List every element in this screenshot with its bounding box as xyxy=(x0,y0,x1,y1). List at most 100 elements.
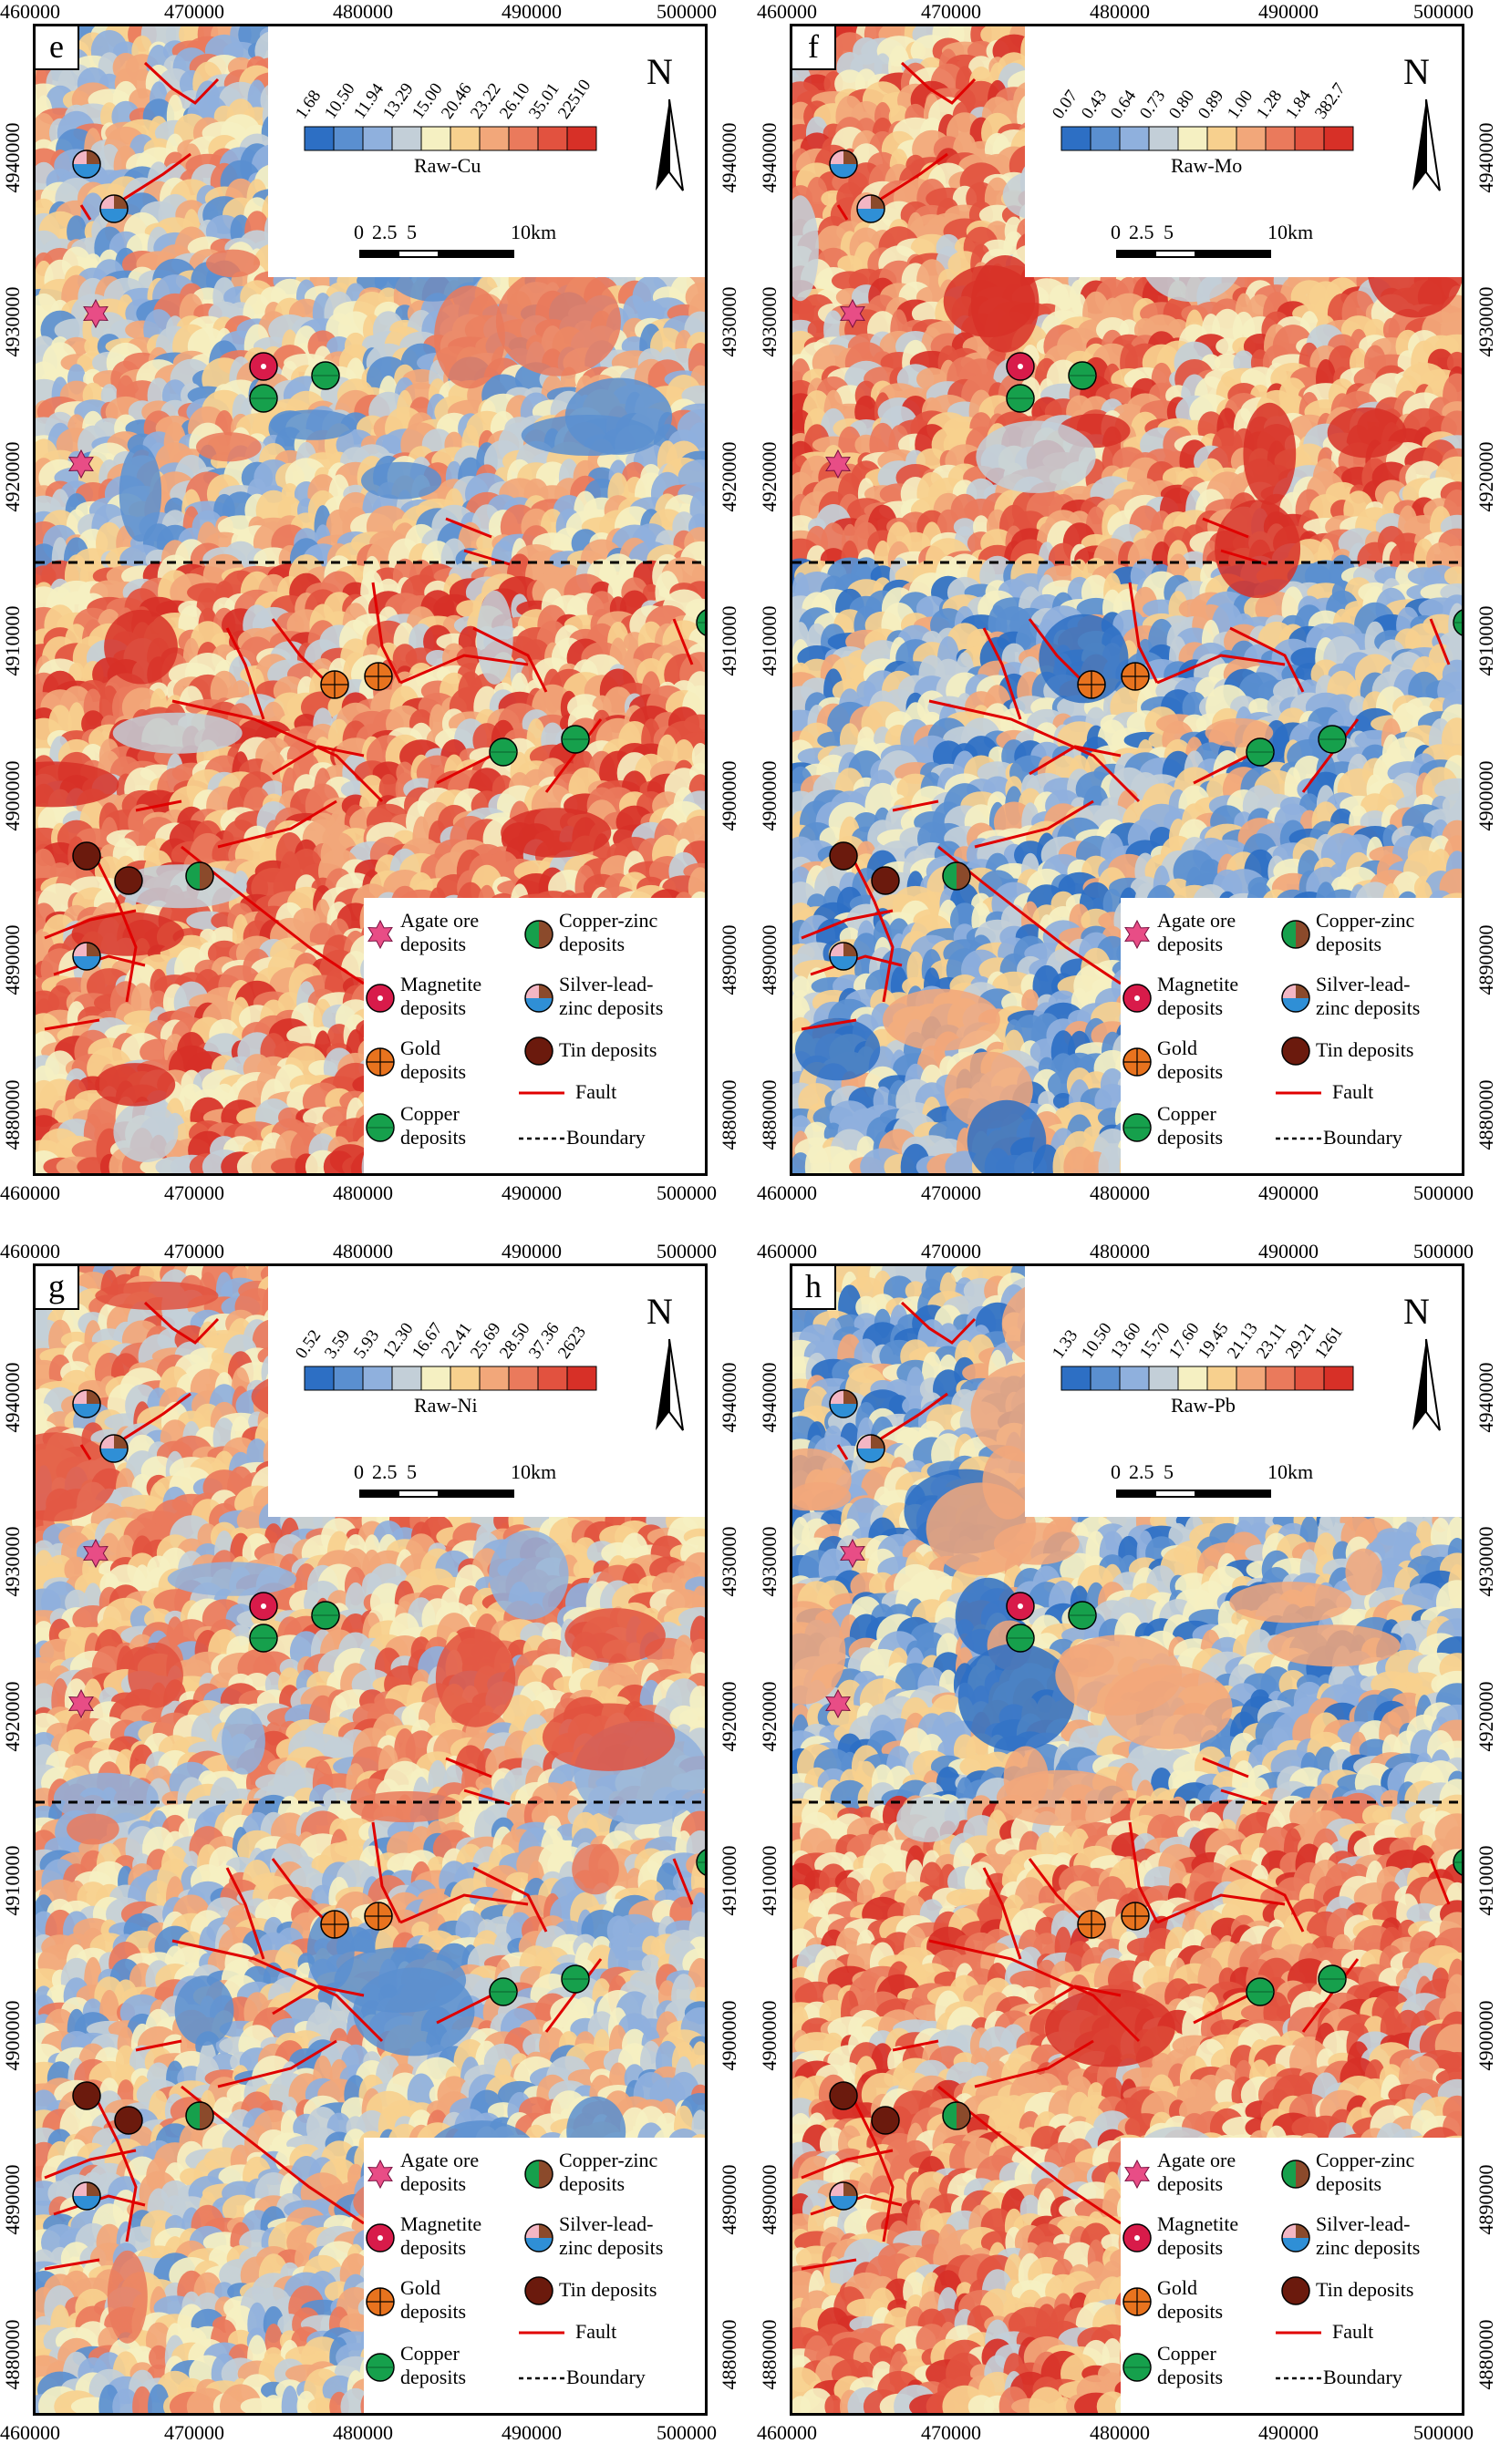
legend-line: zinc deposits xyxy=(1316,2236,1421,2259)
fault-line xyxy=(271,1858,329,1924)
legend-line: deposits xyxy=(1157,933,1224,955)
y-tick-right: 4880000 xyxy=(718,1079,740,1150)
legend-copper-label: Copper deposits xyxy=(400,2342,466,2389)
copper-deposit-marker xyxy=(1122,2353,1152,2382)
y-tick-right: 4900000 xyxy=(1474,2000,1497,2071)
legend-line: deposits xyxy=(400,2366,467,2388)
legend-boundary-label: Boundary xyxy=(1323,2366,1402,2388)
legend-line: deposits xyxy=(559,2172,626,2195)
y-tick-right: 4880000 xyxy=(1474,1079,1497,1150)
agate-deposit-marker xyxy=(825,448,851,479)
copper-deposit-marker xyxy=(561,725,590,754)
legend-line: Silver-lead- xyxy=(1316,973,1411,995)
fault-line xyxy=(544,718,603,793)
agate-deposit-marker xyxy=(825,1688,851,1719)
cuzn-deposit-marker xyxy=(1281,2160,1310,2189)
x-tick-bottom: 500000 xyxy=(1413,1181,1474,1204)
y-tick-left: 4920000 xyxy=(1,1681,24,1752)
fault-line xyxy=(79,204,92,221)
legend-line: Copper xyxy=(1157,1102,1216,1125)
y-tick-right: 4890000 xyxy=(718,2164,740,2235)
y-tick-left: 4900000 xyxy=(1,2000,24,2071)
x-tick-bottom: 490000 xyxy=(502,1181,562,1204)
tin-deposit-marker xyxy=(829,2081,858,2110)
y-tick-right: 4880000 xyxy=(1474,2319,1497,2390)
scale-tick: 2.5 xyxy=(1129,1460,1154,1483)
legend-line: Copper xyxy=(1157,2342,1216,2365)
fault-line xyxy=(135,2039,182,2052)
magnetite-deposit-marker xyxy=(1122,2223,1152,2253)
y-tick-right: 4900000 xyxy=(1474,760,1497,831)
colorbar-swatch xyxy=(1177,126,1208,151)
fault-line xyxy=(225,627,265,720)
scale-tick: 5 xyxy=(407,1460,417,1483)
fault-line xyxy=(1128,582,1159,684)
silver-deposit-marker xyxy=(72,2181,101,2211)
x-tick-top: 500000 xyxy=(1413,1240,1474,1263)
x-tick-bottom: 490000 xyxy=(502,2421,562,2444)
north-label: N xyxy=(1403,51,1430,92)
x-tick-bottom: 500000 xyxy=(657,1181,717,1204)
legend-line: deposits xyxy=(400,2300,467,2323)
copper-deposit-marker xyxy=(1006,384,1035,413)
copper-deposit-marker xyxy=(1122,1113,1152,1142)
silver-deposit-marker xyxy=(856,194,885,223)
legend-line: deposits xyxy=(1157,2236,1224,2259)
legend-line: deposits xyxy=(1316,2172,1382,2195)
x-tick-bottom: 460000 xyxy=(757,2421,817,2444)
legend-gold-label: Gold deposits xyxy=(1157,2276,1223,2324)
north-label: N xyxy=(647,51,673,92)
legend-line: Copper-zinc xyxy=(1316,909,1415,932)
copper-deposit-marker xyxy=(1453,1849,1462,1876)
copper-deposit-marker xyxy=(311,1601,340,1630)
x-tick-bottom: 460000 xyxy=(0,1181,60,1204)
fault-line xyxy=(1028,1858,1086,1924)
legend-line: Copper xyxy=(400,2342,460,2365)
y-tick-left: 4910000 xyxy=(1,1845,24,1916)
colorbar-swatch xyxy=(1323,1366,1354,1391)
fault-line xyxy=(1156,1893,1286,1924)
colorbar-swatch xyxy=(1265,1366,1296,1391)
agate-deposit-marker xyxy=(1124,919,1150,950)
gold-deposit-marker xyxy=(1122,2287,1152,2316)
x-tick-bottom: 470000 xyxy=(921,1181,981,1204)
map-area: e 1.68 10.50 11.94 13.29 15.00 20.46 23.22 26.10… xyxy=(33,24,708,1176)
legend-gold-label: Gold deposits xyxy=(1157,1036,1223,1084)
gold-deposit-marker xyxy=(1121,662,1150,691)
fault-line xyxy=(974,799,1094,849)
x-tick-top: 460000 xyxy=(0,0,60,23)
y-tick-right: 4930000 xyxy=(718,1526,740,1597)
tin-deposit-marker xyxy=(72,2081,101,2110)
y-tick-left: 4920000 xyxy=(1,441,24,512)
legend-magnetite-label: Magnetite deposits xyxy=(1157,973,1238,1020)
colorbar-swatch xyxy=(1090,1366,1121,1391)
legend-line: Gold xyxy=(1157,1036,1197,1059)
legend-line: deposits xyxy=(400,1126,467,1149)
legend-copper-label: Copper deposits xyxy=(1157,1102,1223,1150)
legend-agate-label: Agate ore deposits xyxy=(400,2149,479,2196)
x-tick-bottom: 470000 xyxy=(164,2421,224,2444)
colorbar-swatch xyxy=(1236,126,1267,151)
y-tick-right: 4940000 xyxy=(718,122,740,193)
x-tick-bottom: 480000 xyxy=(333,2421,393,2444)
fault-line xyxy=(1229,1866,1305,1933)
copper-deposit-marker xyxy=(249,1624,278,1653)
x-tick-top: 490000 xyxy=(1258,1240,1319,1263)
x-tick-top: 480000 xyxy=(1090,1240,1150,1263)
x-tick-bottom: 480000 xyxy=(333,1181,393,1204)
colorbar-legend: 1.68 10.50 11.94 13.29 15.00 20.46 23.22 26.10 3… xyxy=(268,26,705,277)
copper-deposit-marker xyxy=(489,737,518,767)
x-tick-top: 470000 xyxy=(164,0,224,23)
fault-line xyxy=(371,1821,402,1923)
y-tick-left: 4940000 xyxy=(758,122,781,193)
scale-tick: 10km xyxy=(1267,221,1314,243)
legend-boundary-label: Boundary xyxy=(1323,1126,1402,1149)
y-tick-left: 4880000 xyxy=(1,2319,24,2390)
colorbar-swatch xyxy=(537,1366,568,1391)
panel-letter: h xyxy=(792,1266,836,1310)
legend-line: Copper xyxy=(400,1102,460,1125)
colorbar-swatch xyxy=(362,126,393,151)
legend-line: deposits xyxy=(559,933,626,955)
y-tick-right: 4880000 xyxy=(718,2319,740,2390)
map-panel-e: 460000 460000 470000 470000 480000 480000 4900… xyxy=(0,0,743,1222)
